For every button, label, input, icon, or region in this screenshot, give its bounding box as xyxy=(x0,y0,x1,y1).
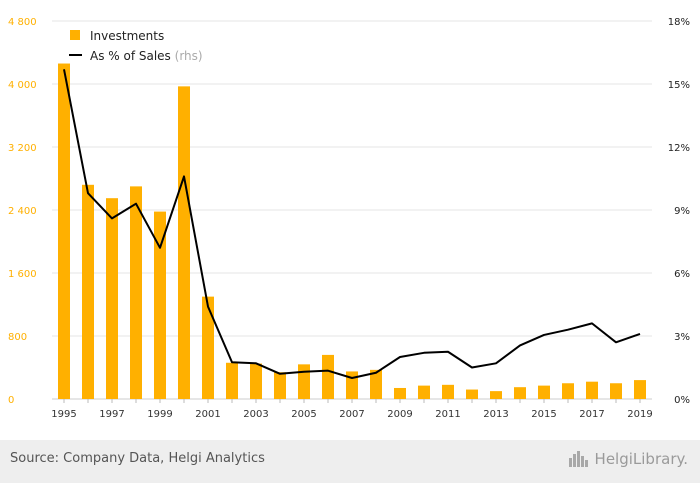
y-right-tick-label: 9% xyxy=(674,206,690,217)
y-right-tick-label: 0% xyxy=(674,395,690,406)
helgi-library-logo[interactable]: HelgiLibrary. xyxy=(568,450,688,468)
investment-bar xyxy=(298,364,310,399)
x-tick-label: 2005 xyxy=(291,409,316,420)
investment-bar xyxy=(250,363,262,399)
y-left-tick-label: 1 600 xyxy=(8,269,37,280)
y-right-tick-label: 3% xyxy=(674,332,690,343)
x-tick-label: 2011 xyxy=(435,409,460,420)
source-note: Source: Company Data, Helgi Analytics xyxy=(10,451,265,466)
investment-bar xyxy=(130,186,142,399)
investment-bar xyxy=(322,354,334,399)
investment-bar xyxy=(562,383,574,399)
investment-bar xyxy=(346,371,358,399)
y-right-tick-label: 6% xyxy=(674,269,690,280)
y-right-tick-label: 12% xyxy=(668,143,690,154)
investment-bar xyxy=(202,296,214,399)
x-tick-label: 1997 xyxy=(99,409,124,420)
x-tick-label: 1995 xyxy=(51,409,76,420)
logo-text: HelgiLibrary. xyxy=(594,450,688,468)
investment-bar xyxy=(442,384,454,399)
investment-bar xyxy=(634,380,646,399)
x-tick-label: 2013 xyxy=(483,409,508,420)
investment-bar xyxy=(106,198,118,399)
x-tick-label: 2017 xyxy=(579,409,604,420)
x-tick-label: 2015 xyxy=(531,409,556,420)
x-tick-label: 2003 xyxy=(243,409,268,420)
investment-bar xyxy=(586,381,598,399)
investment-bar xyxy=(274,372,286,399)
y-right-tick-label: 18% xyxy=(668,17,690,28)
investment-bar xyxy=(538,385,550,399)
y-right-tick-label: 15% xyxy=(668,80,690,91)
investment-bar xyxy=(514,387,526,399)
y-left-tick-label: 2 400 xyxy=(8,206,37,217)
x-tick-label: 2001 xyxy=(195,409,220,420)
x-tick-label: 2007 xyxy=(339,409,364,420)
y-left-tick-label: 800 xyxy=(8,332,27,343)
y-left-tick-label: 4 000 xyxy=(8,80,37,91)
y-left-tick-label: 3 200 xyxy=(8,143,37,154)
chart: 0 0% 800 3% 1 600 6% 2 400 9% 3 200 12% 4 000 15% 4 … xyxy=(8,17,690,420)
investment-bar xyxy=(154,211,166,399)
investment-bar xyxy=(610,383,622,399)
x-tick-label: 2019 xyxy=(627,409,652,420)
y-left-tick-label: 0 xyxy=(8,395,14,406)
x-tick-label: 2009 xyxy=(387,409,412,420)
investment-bar xyxy=(226,362,238,399)
investment-bar xyxy=(178,86,190,400)
y-left-tick-label: 4 800 xyxy=(8,17,37,28)
sales-pct-line xyxy=(63,69,641,379)
investment-bar xyxy=(490,391,502,399)
legend-marker-investments xyxy=(70,30,80,40)
x-tick-label: 1999 xyxy=(147,409,172,420)
legend-label-investments: Investments xyxy=(90,29,164,43)
investment-bar xyxy=(418,385,430,399)
footer: Source: Company Data, Helgi Analytics He… xyxy=(0,440,700,483)
investment-bar xyxy=(370,369,382,399)
investment-bar xyxy=(466,389,478,399)
investment-bar xyxy=(82,184,94,399)
legend-label-sales-pct: As % of Sales (rhs) xyxy=(90,49,203,63)
investment-bar xyxy=(58,63,70,400)
investment-bar xyxy=(394,387,406,399)
library-icon xyxy=(568,451,589,467)
